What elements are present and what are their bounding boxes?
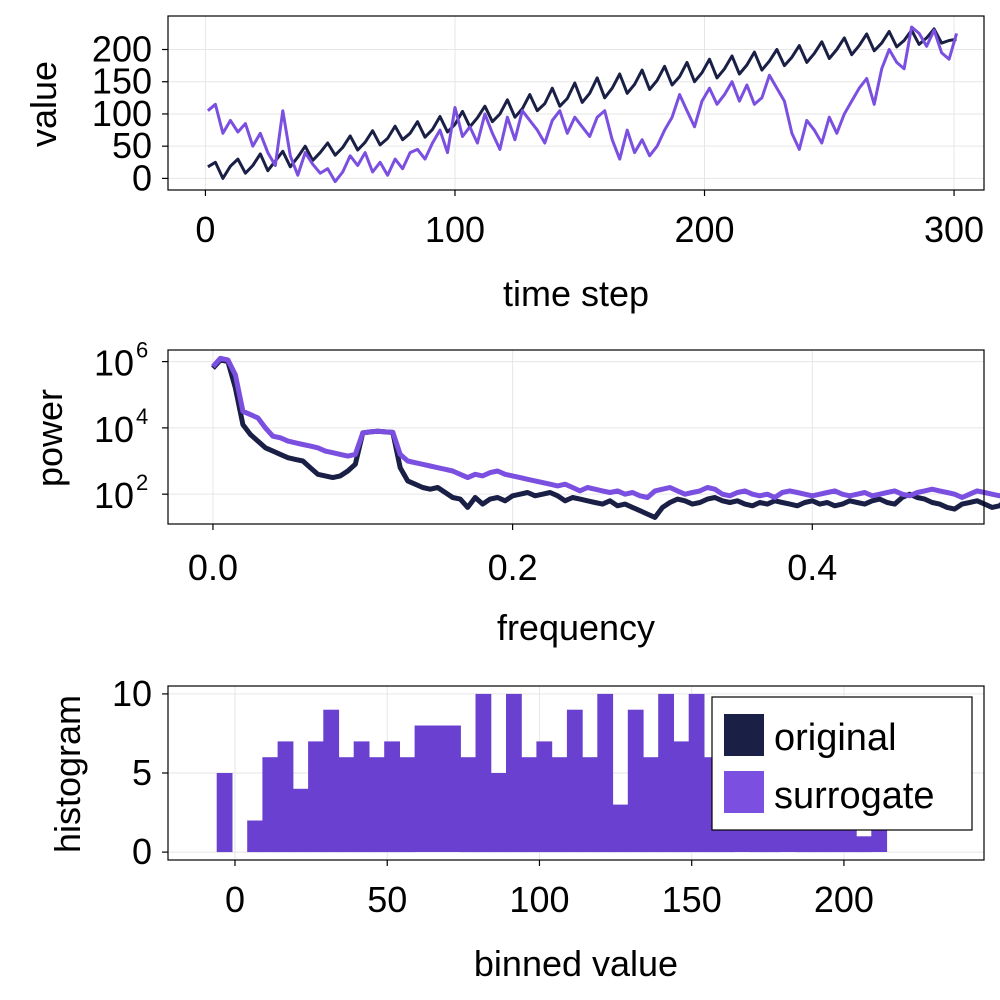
hist-xtick-label: 150 bbox=[662, 879, 722, 920]
time-series-ylabel: value bbox=[23, 61, 64, 147]
power-spectrum-xlabel: frequency bbox=[497, 607, 655, 648]
hist-bar bbox=[536, 741, 553, 853]
hist-bar bbox=[262, 757, 279, 853]
hist-bar bbox=[323, 709, 340, 853]
hist-bar bbox=[445, 725, 461, 852]
hist-bar bbox=[308, 741, 324, 853]
hist-bar bbox=[582, 757, 598, 853]
hist-xtick-label: 200 bbox=[814, 879, 874, 920]
hist-bar bbox=[551, 757, 568, 853]
hist-bar bbox=[414, 725, 431, 852]
hist-bar bbox=[597, 693, 614, 853]
legend-swatch-original bbox=[724, 714, 764, 756]
hist-bar bbox=[673, 741, 690, 853]
ts-ytick-label: 200 bbox=[92, 29, 152, 70]
hist-bar bbox=[506, 693, 522, 853]
ps-xtick-label: 0.0 bbox=[188, 547, 238, 588]
hist-bar bbox=[338, 757, 355, 853]
hist-xtick-label: 50 bbox=[367, 879, 407, 920]
ts-ytick-label: 150 bbox=[92, 61, 152, 102]
hist-bar bbox=[292, 788, 309, 853]
legend-label-original: original bbox=[774, 717, 897, 759]
hist-bar bbox=[475, 693, 492, 853]
ts-axes-frame bbox=[167, 15, 985, 191]
hist-bar bbox=[247, 820, 263, 853]
hist-ytick-label: 0 bbox=[132, 831, 152, 872]
hist-xtick-label: 100 bbox=[509, 879, 569, 920]
ts-xtick-label: 0 bbox=[195, 209, 215, 250]
hist-bar bbox=[369, 757, 385, 853]
hist-ytick-label: 10 bbox=[112, 673, 152, 714]
hist-ytick-label: 5 bbox=[132, 752, 152, 793]
ts-ytick-label: 50 bbox=[112, 125, 152, 166]
hist-bar bbox=[353, 741, 370, 853]
hist-bar bbox=[643, 757, 659, 853]
ts-xtick-label: 300 bbox=[924, 209, 984, 250]
ps-ytick-exponent: 2 bbox=[136, 470, 148, 495]
ps-ytick-base: 10 bbox=[94, 475, 134, 516]
ts-ytick-label: 0 bbox=[132, 157, 152, 198]
ps-ytick-exponent: 4 bbox=[136, 404, 148, 429]
hist-xtick-label: 0 bbox=[225, 879, 245, 920]
hist-bar bbox=[384, 741, 400, 853]
ts-series-original bbox=[207, 27, 957, 180]
ps-ytick-base: 10 bbox=[94, 409, 134, 450]
legend-swatch-surrogate bbox=[724, 771, 764, 813]
hist-bar bbox=[429, 725, 446, 852]
ps-xtick-label: 0.2 bbox=[488, 547, 538, 588]
hist-bar bbox=[399, 757, 416, 853]
power-spectrum-ylabel: power bbox=[29, 389, 70, 487]
hist-bar bbox=[460, 757, 477, 853]
hist-bar bbox=[566, 709, 583, 853]
ts-series-surrogate bbox=[206, 25, 959, 184]
hist-bar bbox=[490, 773, 507, 853]
ps-axes-frame bbox=[167, 349, 985, 525]
ts-xtick-label: 100 bbox=[425, 209, 485, 250]
hist-bar bbox=[688, 693, 705, 853]
histogram-ylabel: histogram bbox=[47, 695, 88, 853]
ps-xtick-label: 0.4 bbox=[787, 547, 837, 588]
hist-bar bbox=[856, 836, 872, 853]
hist-bar bbox=[216, 773, 233, 853]
ps-series-surrogate bbox=[211, 355, 1000, 500]
ts-xtick-label: 200 bbox=[674, 209, 734, 250]
hist-bar bbox=[612, 804, 629, 853]
ps-ytick-base: 10 bbox=[94, 343, 134, 384]
hist-bar bbox=[658, 693, 674, 853]
hist-bar bbox=[277, 741, 294, 853]
hist-bar bbox=[627, 709, 644, 853]
ps-ytick-exponent: 6 bbox=[136, 338, 148, 363]
legend-label-surrogate: surrogate bbox=[774, 775, 935, 817]
hist-bar bbox=[521, 757, 537, 853]
histogram-xlabel: binned value bbox=[474, 943, 678, 984]
ts-ytick-label: 100 bbox=[92, 93, 152, 134]
time-series-xlabel: time step bbox=[503, 273, 649, 314]
legend: original surrogate bbox=[711, 696, 973, 831]
